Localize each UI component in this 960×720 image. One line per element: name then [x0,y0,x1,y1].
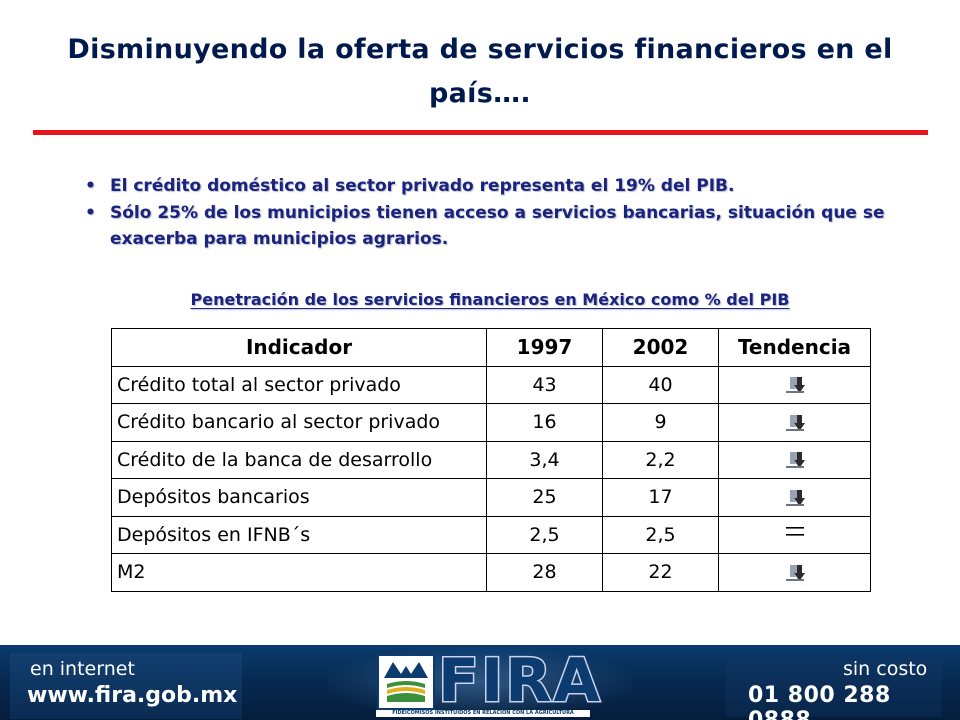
value-1997-cell: 16 [486,403,603,442]
indicator-cell: Crédito total al sector privado [111,365,487,404]
value-2002-cell: 22 [602,553,719,592]
indicator-cell: Depósitos bancarios [111,478,487,517]
value-2002-cell: 9 [602,403,719,442]
trend-cell [718,365,871,404]
indicator-cell: Crédito bancario al sector privado [111,403,487,442]
slide-title-line-1: Disminuyendo la oferta de servicios fina… [67,34,893,65]
bullet-list: • El crédito doméstico al sector privado… [80,173,930,253]
slide-title-line-2: país…. [429,78,531,109]
website-link[interactable]: www.fira.gob.mx [27,683,238,708]
internet-label: en internet [30,658,135,680]
trend-cell [718,515,871,554]
indicator-cell: Depósitos en IFNB´s [111,515,487,554]
value-1997-cell: 2,5 [486,515,603,554]
indicator-cell: Crédito de la banca de desarrollo [111,440,487,479]
free-label: sin costo [843,658,928,680]
fira-tagline: FIDEICOMISOS INSTITUIDOS EN RELACION CON… [376,710,590,717]
value-1997-cell: 25 [486,478,603,517]
footer-banner: en internet www.fira.gob.mx sin costo 01… [0,645,960,720]
phone-number: 01 800 288 0888 [748,683,891,720]
value-2002-cell: 2,5 [602,515,719,554]
table-row: Depósitos en IFNB´s 2,5 2,5 [111,515,871,554]
down-arrow-icon [784,414,806,432]
down-arrow-icon [784,489,806,507]
footer-right-panel [726,657,942,717]
table-row: Crédito total al sector privado 43 40 [111,365,871,404]
down-arrow-icon [784,376,806,394]
header-1997: 1997 [486,328,603,367]
table-caption: Penetración de los servicios financieros… [190,290,790,309]
table-header-row: Indicador 1997 2002 Tendencia [111,328,871,367]
footer-left-panel [10,653,242,719]
fira-emblem-icon [377,654,435,710]
value-1997-cell: 28 [486,553,603,592]
value-1997-cell: 3,4 [486,440,603,479]
bullet-item: • El crédito doméstico al sector privado… [80,173,930,199]
bullet-item: • Sólo 25% de los municipios tienen acce… [80,200,930,252]
trend-cell [718,553,871,592]
indicator-cell: M2 [111,553,487,592]
down-arrow-icon [784,451,806,469]
bullet-glyph: • [85,176,96,196]
bullet-glyph: • [85,203,96,223]
indicator-table: Indicador 1997 2002 Tendencia Crédito to… [111,328,871,592]
bullet-text: Sólo 25% de los municipios tienen acceso… [110,203,885,249]
fira-logo: FIRA FIDEICOMISOS INSTITUIDOS EN RELACIO… [372,645,601,718]
table-body: Crédito total al sector privado 43 40 Crédi… [111,365,871,592]
equal-sign-icon [785,522,804,536]
trend-cell [718,440,871,479]
trend-cell [718,478,871,517]
value-1997-cell: 43 [486,365,603,404]
title-divider [33,130,928,135]
header-indicator: Indicador [111,328,487,367]
value-2002-cell: 40 [602,365,719,404]
down-arrow-icon [784,564,806,582]
header-2002: 2002 [602,328,719,367]
footer-glow [320,645,640,720]
value-2002-cell: 2,2 [602,440,719,479]
trend-cell [718,403,871,442]
table-row: Crédito de la banca de desarrollo 3,4 2,2 [111,440,871,479]
table-row: Depósitos bancarios 25 17 [111,478,871,517]
slide-title: Disminuyendo la oferta de servicios fina… [40,28,920,116]
bullet-text: El crédito doméstico al sector privado r… [110,176,735,196]
header-trend: Tendencia [718,328,871,367]
fira-wordmark: FIRA [437,645,602,718]
value-2002-cell: 17 [602,478,719,517]
table-row: Crédito bancario al sector privado 16 9 [111,403,871,442]
table-row: M2 28 22 [111,553,871,592]
